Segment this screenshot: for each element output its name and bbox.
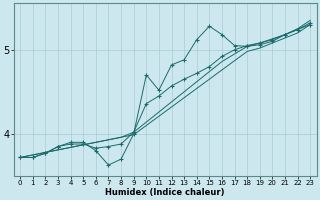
X-axis label: Humidex (Indice chaleur): Humidex (Indice chaleur)	[106, 188, 225, 197]
